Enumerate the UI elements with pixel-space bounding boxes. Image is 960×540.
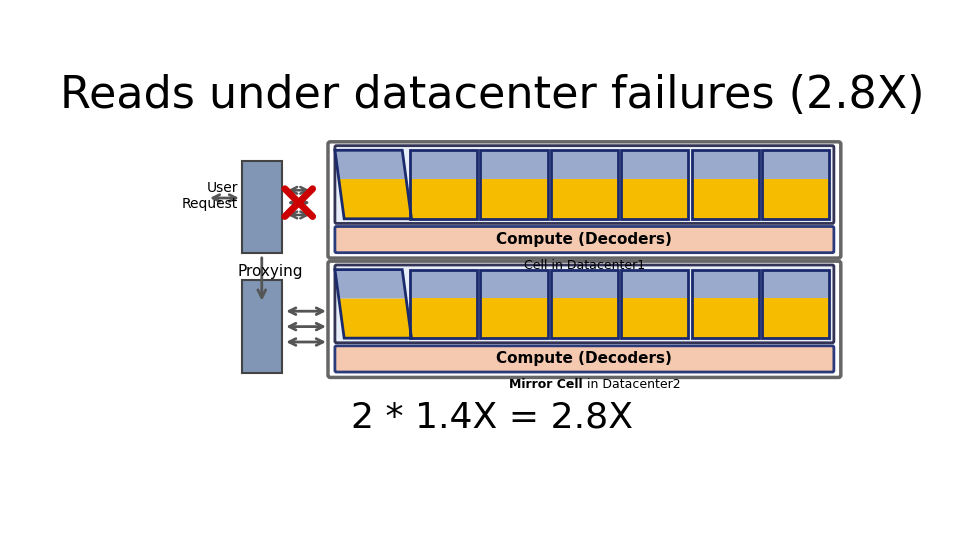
Bar bbox=[762, 150, 829, 219]
Bar bbox=[551, 150, 618, 179]
Bar bbox=[621, 269, 688, 299]
Bar bbox=[621, 269, 688, 338]
Bar bbox=[691, 299, 758, 338]
Text: Cell in Datacenter1: Cell in Datacenter1 bbox=[524, 259, 645, 272]
FancyBboxPatch shape bbox=[328, 261, 841, 377]
Bar bbox=[480, 269, 547, 338]
Bar bbox=[410, 299, 477, 338]
Bar bbox=[691, 269, 758, 299]
Bar bbox=[242, 280, 282, 373]
Polygon shape bbox=[335, 150, 407, 179]
Bar bbox=[621, 299, 688, 338]
Text: in Datacenter2: in Datacenter2 bbox=[583, 378, 681, 391]
Bar bbox=[242, 161, 282, 253]
FancyBboxPatch shape bbox=[335, 226, 834, 253]
Bar bbox=[410, 179, 477, 219]
Polygon shape bbox=[335, 269, 407, 299]
Bar bbox=[691, 269, 758, 338]
Bar bbox=[480, 150, 547, 179]
Bar bbox=[762, 179, 829, 219]
Bar bbox=[410, 150, 477, 179]
Bar bbox=[551, 269, 618, 299]
Bar bbox=[480, 299, 547, 338]
Bar bbox=[551, 299, 618, 338]
Bar bbox=[480, 150, 547, 219]
Text: 2 * 1.4X = 2.8X: 2 * 1.4X = 2.8X bbox=[351, 401, 633, 435]
Bar bbox=[762, 150, 829, 179]
Bar bbox=[621, 150, 688, 219]
Text: Compute (Decoders): Compute (Decoders) bbox=[496, 352, 672, 367]
Bar bbox=[410, 269, 477, 338]
Bar bbox=[480, 179, 547, 219]
Bar bbox=[551, 179, 618, 219]
Bar bbox=[621, 150, 688, 179]
Bar bbox=[410, 150, 477, 219]
Bar bbox=[691, 150, 758, 219]
Bar bbox=[762, 299, 829, 338]
Bar bbox=[691, 150, 758, 179]
Bar bbox=[551, 150, 618, 219]
Text: Proxying: Proxying bbox=[238, 264, 303, 279]
Text: Mirror Cell: Mirror Cell bbox=[509, 378, 583, 391]
Text: User
Request: User Request bbox=[181, 181, 238, 211]
Bar bbox=[621, 179, 688, 219]
Text: Compute (Decoders): Compute (Decoders) bbox=[496, 232, 672, 247]
Polygon shape bbox=[340, 179, 412, 219]
FancyBboxPatch shape bbox=[335, 346, 834, 372]
Bar bbox=[762, 269, 829, 338]
Bar bbox=[762, 269, 829, 299]
Bar bbox=[551, 269, 618, 338]
Bar bbox=[691, 179, 758, 219]
FancyBboxPatch shape bbox=[335, 265, 834, 343]
Polygon shape bbox=[340, 299, 412, 338]
Bar bbox=[410, 269, 477, 299]
FancyBboxPatch shape bbox=[328, 142, 841, 258]
FancyBboxPatch shape bbox=[335, 146, 834, 224]
Bar bbox=[480, 269, 547, 299]
Text: Reads under datacenter failures (2.8X): Reads under datacenter failures (2.8X) bbox=[60, 74, 924, 117]
